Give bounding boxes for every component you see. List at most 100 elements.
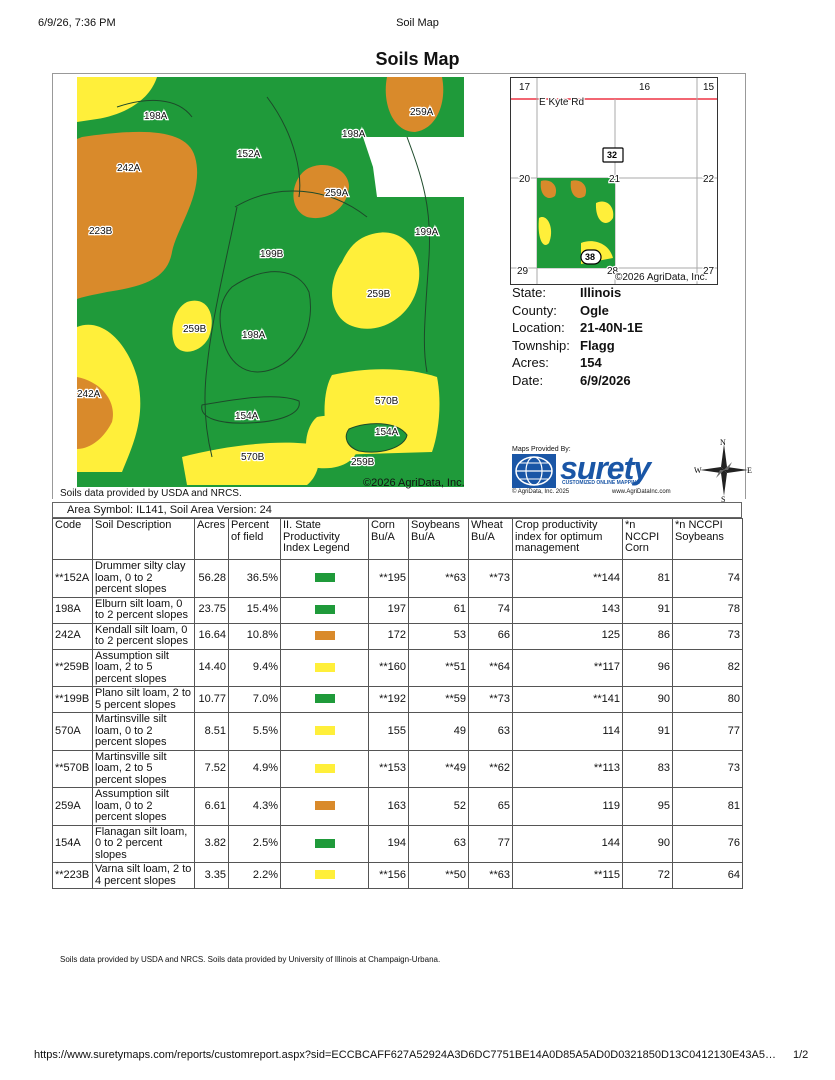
cell-wheat: 74 — [468, 596, 513, 624]
cell-desc: Martinsville silt loam, 2 to 5 percent s… — [92, 749, 195, 788]
section-label-28: 28 — [607, 266, 619, 277]
soil-label-198A: 198A — [242, 330, 266, 341]
route-shield-number: 32 — [607, 150, 617, 160]
cell-corn: **192 — [368, 686, 409, 713]
section-label-21: 21 — [609, 174, 621, 185]
column-header: Acres — [194, 518, 229, 560]
cell-wheat: 65 — [468, 787, 513, 826]
cell-pct: 15.4% — [228, 596, 281, 624]
table-row: **152A Drummer silty clay loam, 0 to 2 pe… — [52, 559, 743, 598]
cell-cpi: **141 — [512, 686, 623, 713]
cell-code: 242A — [52, 622, 93, 650]
cell-corn: **153 — [368, 749, 409, 788]
soil-label-199B: 199B — [260, 249, 284, 260]
legend-cell — [280, 622, 369, 650]
cell-soy: **49 — [408, 749, 469, 788]
cell-cpi: 119 — [512, 787, 623, 826]
soil-boundary-198A — [219, 271, 311, 373]
cell-code: **259B — [52, 648, 93, 687]
cell-acres: 3.82 — [194, 824, 229, 863]
cell-nccpi_soy: 74 — [672, 559, 743, 598]
soil-zone-570A — [182, 442, 319, 485]
table-row: 570A Martinsville silt loam, 0 to 2 perce… — [52, 712, 743, 751]
cell-acres: 7.52 — [194, 749, 229, 788]
info-row: County: Ogle — [512, 302, 643, 320]
section-label-22: 22 — [703, 174, 715, 185]
table-row: 154A Flanagan silt loam, 0 to 2 percent s… — [52, 824, 743, 863]
cell-cpi: 114 — [512, 712, 623, 751]
soil-zone-259B-w — [172, 300, 212, 352]
soil-zone-242A-s — [77, 377, 113, 449]
info-key: Location: — [512, 320, 565, 335]
legend-swatch-yellow — [314, 726, 335, 736]
map-copyright: ©2026 AgriData, Inc. — [363, 477, 465, 489]
footer-note: Soils data provided by USDA and NRCS. So… — [60, 955, 441, 964]
cell-desc: Assumption silt loam, 2 to 5 percent slo… — [92, 648, 195, 687]
cell-wheat: **73 — [468, 559, 513, 598]
location-map: 17 16 15 20 21 22 29 28 27 E Kyte Rd 32 38 ©2026 Agr… — [510, 77, 718, 285]
cell-wheat: **62 — [468, 749, 513, 788]
cell-cpi: 144 — [512, 824, 623, 863]
compass-e: E — [747, 466, 752, 475]
cell-soy: 61 — [408, 596, 469, 624]
cell-soy: **50 — [408, 862, 469, 889]
brand-tagline: CUSTOMIZED ONLINE MAPPING — [562, 480, 640, 486]
legend-swatch-green — [314, 573, 335, 583]
cell-corn: 172 — [368, 622, 409, 650]
legend-cell — [280, 648, 369, 687]
cell-nccpi_corn: 86 — [622, 622, 673, 650]
soil-zone-259A-ne — [385, 77, 444, 132]
info-value: Flagg — [580, 337, 615, 353]
soil-label-198A: 198A — [144, 111, 168, 122]
legend-cell — [280, 686, 369, 713]
legend-swatch-green — [314, 694, 335, 704]
page-url[interactable]: https://www.suretymaps.com/reports/custo… — [34, 1049, 776, 1061]
cell-desc: Assumption silt loam, 0 to 2 percent slo… — [92, 787, 195, 826]
cell-acres: 6.61 — [194, 787, 229, 826]
print-datetime: 6/9/26, 7:36 PM — [38, 17, 116, 29]
route-shield-number: 38 — [585, 252, 595, 262]
column-header: Crop productivity index for optimum mana… — [512, 518, 623, 560]
cell-cpi: 143 — [512, 596, 623, 624]
cell-code: **152A — [52, 559, 93, 598]
cell-cpi: **115 — [512, 862, 623, 889]
cell-acres: 56.28 — [194, 559, 229, 598]
cell-desc: Flanagan silt loam, 0 to 2 percent slope… — [92, 824, 195, 863]
soil-zone-154A-s — [345, 423, 408, 453]
cell-soy: 53 — [408, 622, 469, 650]
table-row: 242A Kendall silt loam, 0 to 2 percent sl… — [52, 622, 743, 650]
soil-label-259A: 259A — [410, 107, 434, 118]
legend-cell — [280, 559, 369, 598]
cell-wheat: **73 — [468, 686, 513, 713]
legend-swatch-yellow — [314, 763, 335, 773]
section-label-20: 20 — [519, 174, 531, 185]
maps-provided-label: Maps Provided By: — [512, 446, 571, 453]
cell-acres: 23.75 — [194, 596, 229, 624]
cell-cpi: **117 — [512, 648, 623, 687]
soil-zone-198A-nw — [77, 77, 157, 122]
column-header: *n NCCPI Soybeans — [672, 518, 743, 560]
legend-cell — [280, 824, 369, 863]
cell-desc: Plano silt loam, 2 to 5 percent slopes — [92, 686, 195, 713]
compass-w: W — [694, 466, 702, 475]
cell-desc: Elburn silt loam, 0 to 2 percent slopes — [92, 596, 195, 624]
info-row: Location: 21-40N-1E — [512, 319, 643, 337]
info-value: 21-40N-1E — [580, 320, 643, 335]
route-shield-32: 32 — [602, 147, 624, 163]
info-row: Acres: 154 — [512, 354, 643, 372]
cell-nccpi_soy: 64 — [672, 862, 743, 889]
info-row: Township: Flagg — [512, 337, 643, 355]
soils-map: 198A 259A 198A 152A 242A 259A 223B 199A 199B 259B… — [77, 77, 464, 487]
cell-desc: Martinsville silt loam, 0 to 2 percent s… — [92, 712, 195, 751]
section-label-15: 15 — [703, 82, 715, 93]
cell-code: 570A — [52, 712, 93, 751]
legend-cell — [280, 862, 369, 889]
cell-nccpi_corn: 72 — [622, 862, 673, 889]
soil-label-259B: 259B — [183, 324, 207, 335]
cell-pct: 4.3% — [228, 787, 281, 826]
cell-nccpi_soy: 78 — [672, 596, 743, 624]
cell-acres: 8.51 — [194, 712, 229, 751]
legend-swatch-green — [314, 838, 335, 848]
legend-cell — [280, 749, 369, 788]
cell-wheat: 77 — [468, 824, 513, 863]
